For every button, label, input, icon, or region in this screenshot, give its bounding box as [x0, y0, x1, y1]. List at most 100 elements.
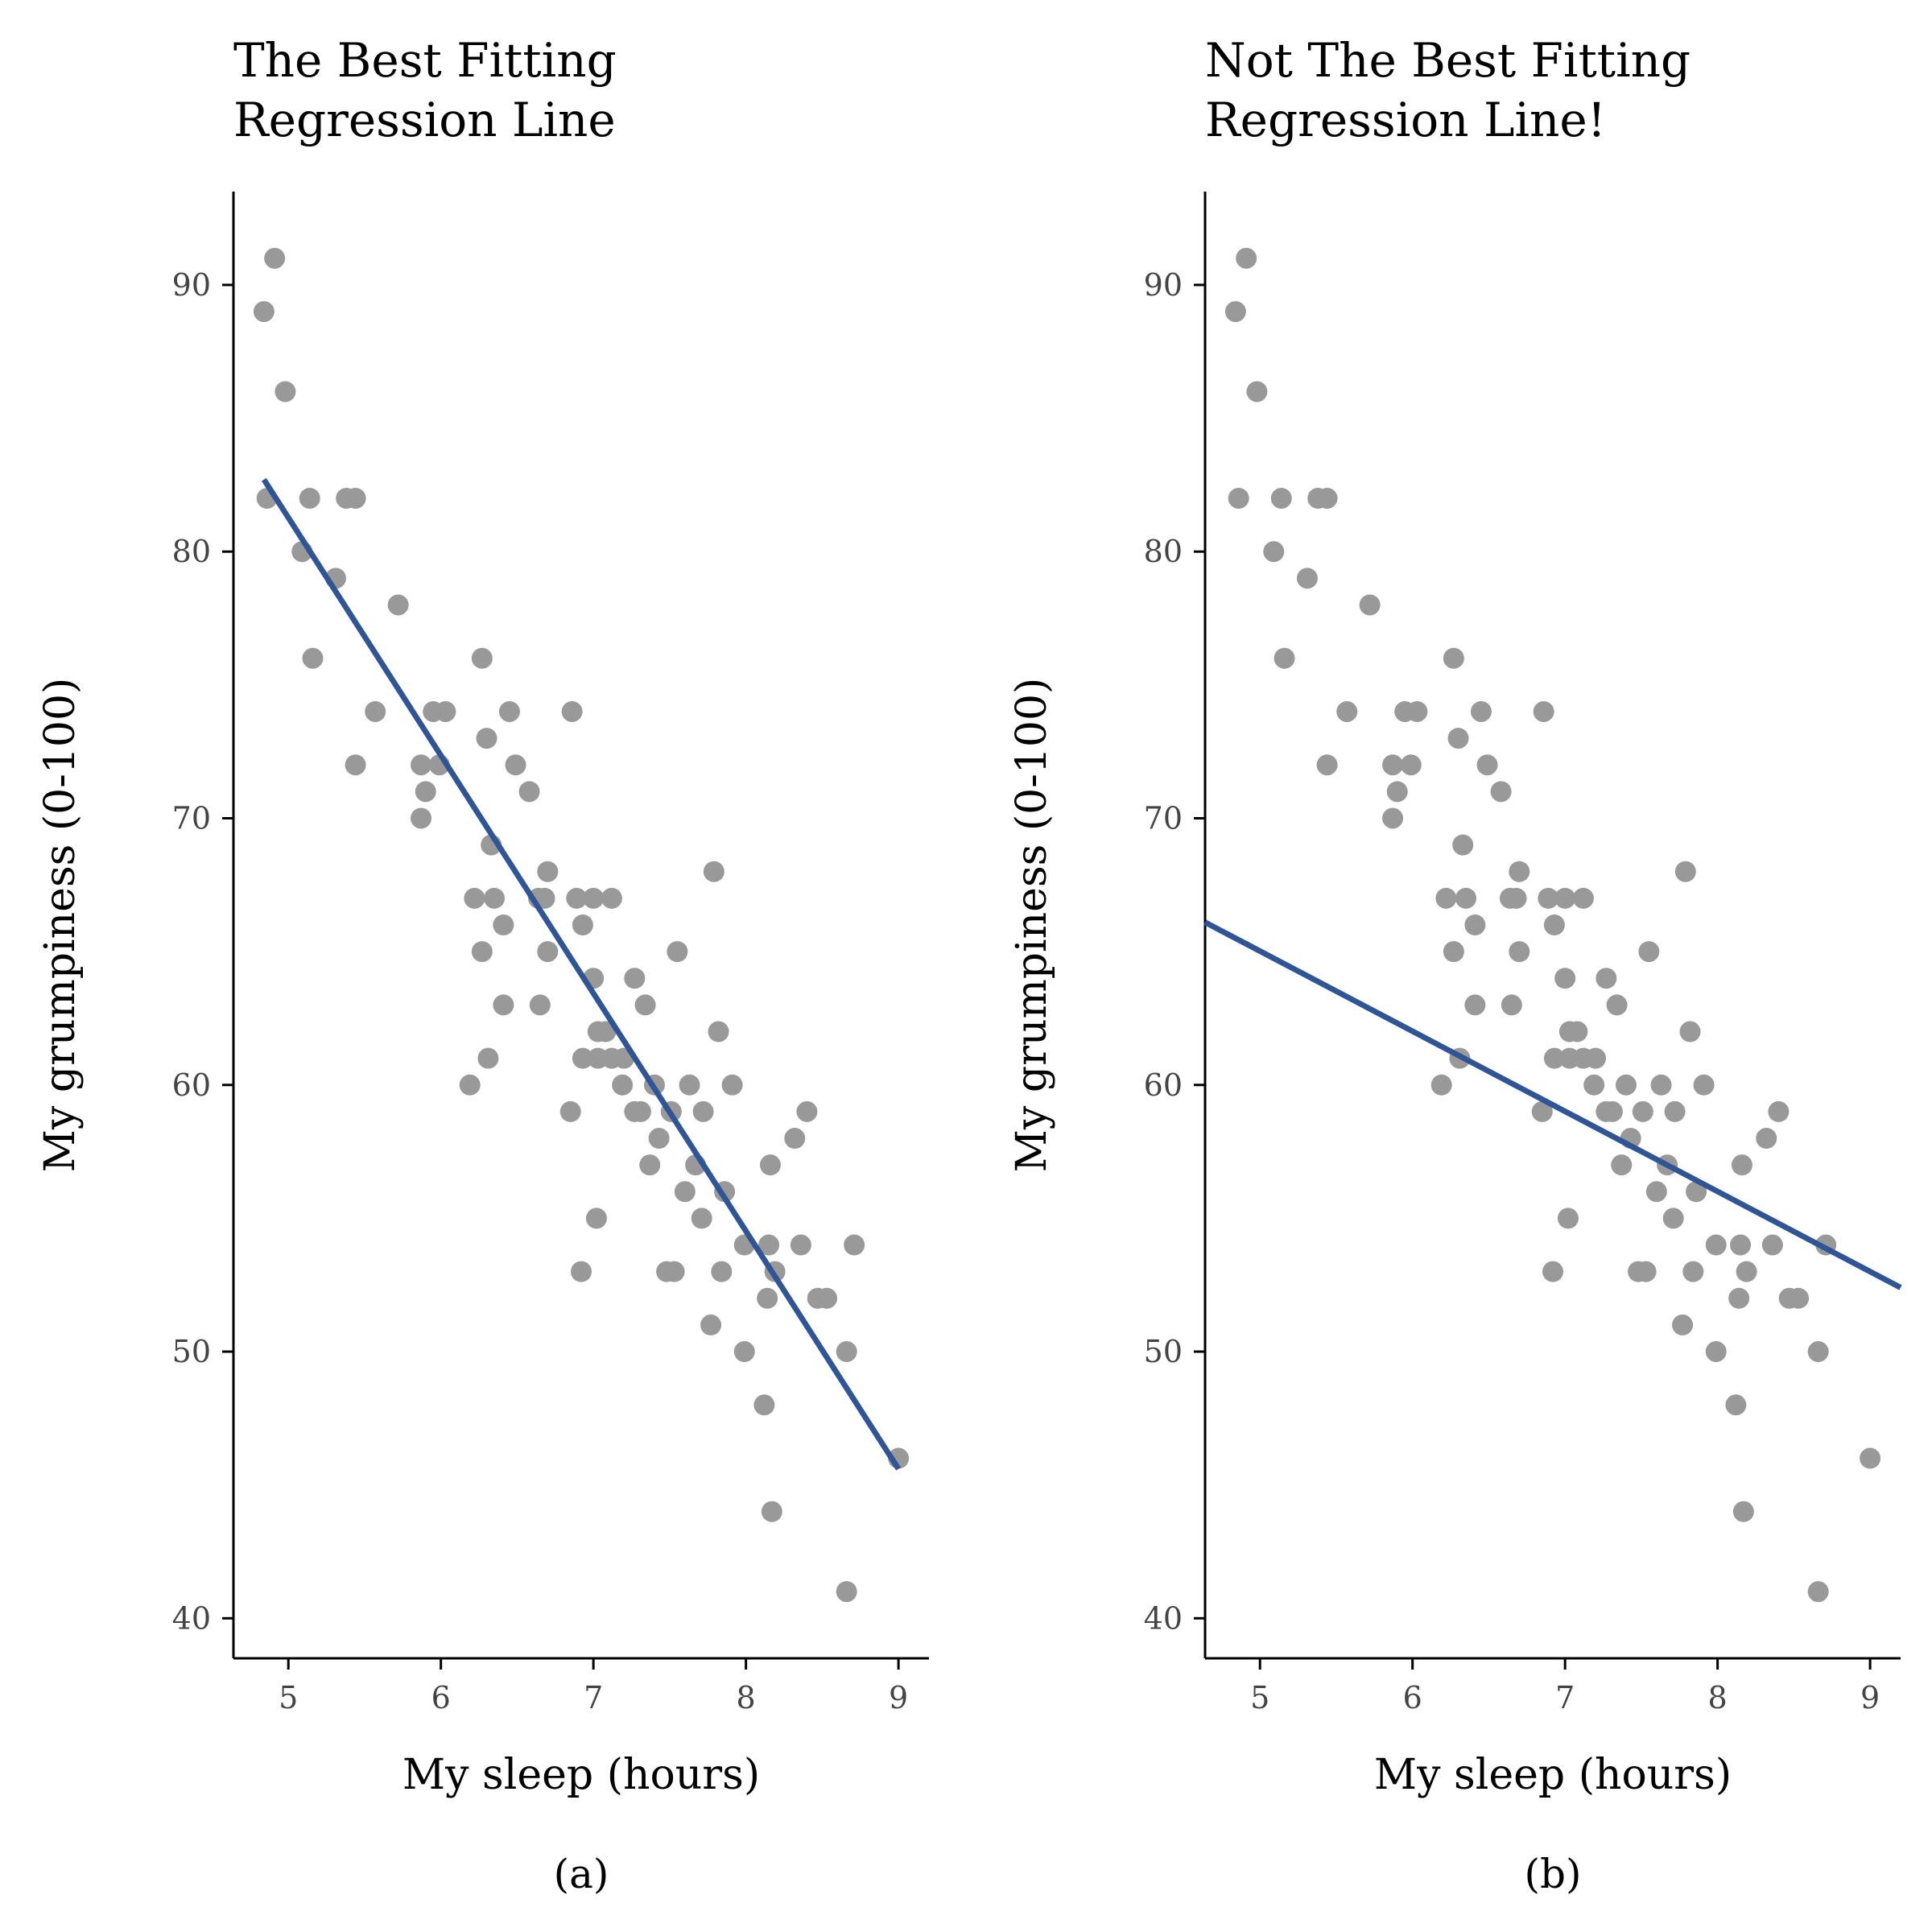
x-tick-label: 6	[1403, 1680, 1422, 1715]
data-point	[1693, 1074, 1715, 1096]
data-point	[1635, 1261, 1657, 1282]
data-point	[1606, 994, 1628, 1016]
data-point	[415, 781, 436, 803]
data-point	[624, 968, 646, 989]
data-point	[1788, 1287, 1810, 1309]
data-point	[1585, 1047, 1607, 1069]
data-point	[583, 887, 605, 909]
x-tick-label: 5	[1250, 1680, 1269, 1715]
data-point	[816, 1287, 838, 1309]
data-point	[757, 1287, 778, 1309]
data-point	[1583, 1074, 1605, 1096]
data-point	[1470, 700, 1492, 722]
data-point	[692, 1100, 714, 1122]
data-point	[571, 1261, 592, 1282]
data-point	[790, 1234, 811, 1256]
data-point	[1464, 994, 1486, 1016]
data-point	[691, 1208, 712, 1229]
data-point	[1509, 941, 1530, 963]
data-point	[1807, 1581, 1829, 1603]
data-point	[1224, 301, 1246, 323]
data-point	[585, 1208, 607, 1229]
data-point	[1406, 700, 1428, 722]
x-axis-label: My sleep (hours)	[1374, 1751, 1732, 1799]
data-point	[1567, 1021, 1588, 1042]
y-tick-label: 90	[1144, 267, 1183, 303]
data-point	[679, 1074, 700, 1096]
data-point	[505, 754, 526, 776]
data-point	[1638, 941, 1660, 963]
data-point	[639, 1154, 661, 1176]
data-point	[537, 861, 559, 882]
data-point	[1464, 914, 1486, 935]
data-point	[1554, 968, 1576, 989]
y-axis-label: My grumpiness (0-100)	[1008, 678, 1056, 1173]
data-point	[476, 728, 497, 749]
data-point	[387, 594, 409, 616]
data-point	[1543, 914, 1565, 935]
data-point	[1490, 781, 1512, 803]
data-point	[1236, 247, 1257, 269]
data-point	[1672, 1314, 1694, 1335]
data-point	[612, 1074, 634, 1096]
data-point	[264, 247, 286, 269]
data-point	[518, 781, 540, 803]
data-point	[1632, 1100, 1653, 1122]
data-point	[493, 914, 514, 935]
data-point	[1596, 968, 1617, 989]
x-tick-label: 6	[431, 1680, 451, 1715]
data-point	[1662, 1208, 1684, 1229]
y-tick-label: 70	[172, 800, 211, 836]
data-point	[1761, 1234, 1783, 1256]
data-point	[759, 1154, 781, 1176]
data-point	[1316, 754, 1338, 776]
regression-line	[261, 477, 902, 1471]
data-point	[630, 1100, 651, 1122]
data-point	[1682, 1261, 1704, 1282]
data-point	[595, 1021, 617, 1042]
y-tick-label: 50	[172, 1334, 211, 1369]
data-point	[302, 647, 324, 669]
data-point	[1542, 1261, 1563, 1282]
data-point	[559, 1100, 581, 1122]
y-tick-label: 50	[1144, 1334, 1183, 1369]
data-point	[464, 887, 485, 909]
x-tick-label: 7	[584, 1680, 603, 1715]
data-point	[1807, 1341, 1829, 1363]
y-axis-label: My grumpiness (0-100)	[36, 678, 85, 1173]
x-tick-label: 7	[1555, 1680, 1575, 1715]
data-point	[1860, 1447, 1881, 1469]
data-point	[1679, 1021, 1701, 1042]
data-point	[498, 700, 520, 722]
data-point	[1296, 568, 1318, 589]
x-tick-label: 9	[1860, 1680, 1880, 1715]
data-point	[1336, 700, 1358, 722]
data-point	[601, 887, 622, 909]
y-tick-label: 60	[172, 1067, 211, 1103]
panel-title-line: The Best Fitting	[233, 33, 617, 88]
data-point	[1601, 1100, 1623, 1122]
data-point	[253, 301, 275, 323]
y-tick-label: 60	[1144, 1067, 1183, 1103]
data-point	[1611, 1154, 1633, 1176]
y-tick-label: 70	[1144, 800, 1183, 836]
data-point	[493, 994, 514, 1016]
data-point	[708, 1021, 729, 1042]
data-point	[459, 1074, 481, 1096]
data-point	[411, 754, 432, 776]
data-point	[1509, 861, 1530, 882]
data-point	[1615, 1074, 1637, 1096]
data-point	[1645, 1181, 1667, 1203]
data-point	[572, 1047, 593, 1069]
data-point	[1732, 1501, 1754, 1522]
panel-title-line: Regression Line	[233, 93, 616, 147]
data-point	[1768, 1100, 1790, 1122]
y-tick-label: 90	[172, 267, 211, 303]
data-point	[1435, 887, 1457, 909]
data-point	[733, 1341, 755, 1363]
data-point	[1664, 1100, 1686, 1122]
data-point	[1382, 754, 1404, 776]
data-point	[648, 1128, 670, 1150]
